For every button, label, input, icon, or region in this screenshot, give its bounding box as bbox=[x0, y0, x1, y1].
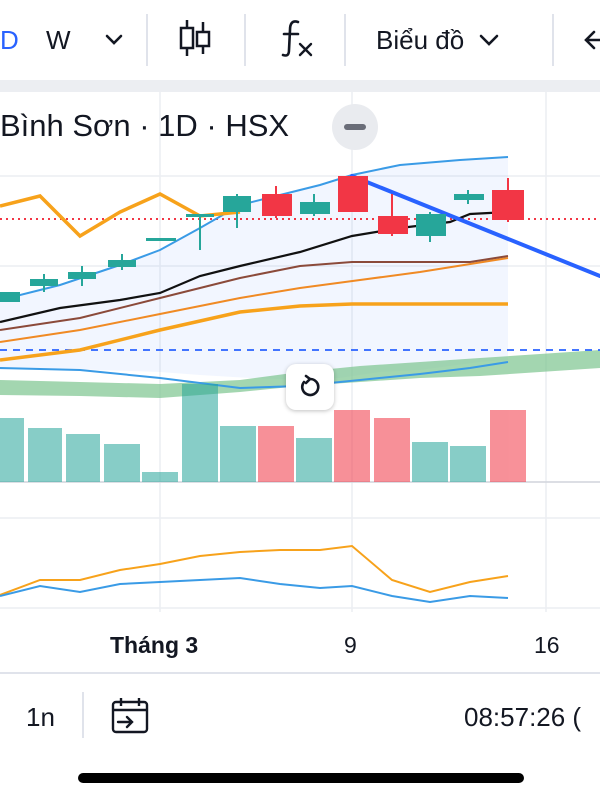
volume-bar bbox=[296, 438, 332, 482]
volume-bar bbox=[0, 418, 24, 482]
candle bbox=[68, 272, 96, 279]
volume-bar bbox=[490, 410, 526, 482]
calendar-goto-icon bbox=[111, 698, 149, 734]
candle bbox=[300, 202, 330, 214]
clock-time: 08:57:26 ( bbox=[464, 702, 582, 732]
indicators-icon bbox=[281, 20, 313, 57]
toolbar-divider bbox=[552, 14, 554, 66]
volume-bar bbox=[28, 428, 62, 482]
toolbar-divider bbox=[244, 14, 246, 66]
indicators-button[interactable] bbox=[280, 18, 316, 58]
candle bbox=[492, 190, 524, 220]
candle bbox=[223, 196, 251, 212]
candle bbox=[108, 260, 136, 267]
chart-menu-button[interactable]: Biểu đồ bbox=[376, 20, 500, 60]
xaxis-label: Tháng 3 bbox=[110, 632, 199, 658]
candle bbox=[30, 279, 58, 286]
price-chart[interactable] bbox=[0, 92, 600, 672]
volume-bar bbox=[104, 444, 140, 482]
back-button[interactable] bbox=[582, 20, 600, 60]
candle bbox=[378, 216, 408, 234]
interval-button-day[interactable]: D bbox=[0, 24, 19, 55]
volume-bars bbox=[0, 384, 526, 482]
candle bbox=[454, 194, 484, 200]
xaxis-label: 9 bbox=[344, 632, 357, 658]
toolbar-divider bbox=[344, 14, 346, 66]
volume-bar bbox=[334, 410, 370, 482]
toolbar-divider bbox=[146, 14, 148, 66]
symbol-title: Bình Sơn · 1D · HSX bbox=[0, 108, 290, 143]
volume-bar bbox=[220, 426, 256, 482]
candles bbox=[0, 176, 524, 302]
chart-menu-label: Biểu đồ bbox=[376, 24, 465, 55]
chevron-down-icon bbox=[479, 34, 499, 46]
home-indicator bbox=[78, 773, 524, 783]
reset-icon bbox=[300, 374, 320, 397]
reset-chart-button[interactable] bbox=[286, 364, 334, 410]
top-toolbar: D W Biểu đồ bbox=[0, 0, 600, 82]
bottom-bar: 1n 08:57:26 ( bbox=[0, 672, 600, 802]
volume-bar bbox=[66, 434, 100, 482]
back-icon bbox=[584, 30, 600, 50]
date-range-button[interactable] bbox=[110, 696, 150, 739]
candle bbox=[146, 238, 176, 241]
volume-bar bbox=[142, 472, 178, 482]
interval-dropdown[interactable] bbox=[104, 20, 124, 60]
bottom-divider bbox=[82, 692, 84, 738]
volume-bar bbox=[412, 442, 448, 482]
candle bbox=[416, 214, 446, 236]
toolbar-separator bbox=[0, 80, 600, 92]
volume-bar bbox=[374, 418, 410, 482]
volume-bar bbox=[258, 426, 294, 482]
interval-button-week[interactable]: W bbox=[46, 24, 71, 55]
candles-icon bbox=[179, 20, 211, 56]
candle bbox=[186, 214, 214, 217]
volume-bar bbox=[182, 384, 218, 482]
xaxis-label: 16 bbox=[534, 632, 560, 658]
collapse-legend-button[interactable] bbox=[332, 104, 378, 150]
volume-bar bbox=[450, 446, 486, 482]
range-button[interactable]: 1n bbox=[26, 702, 55, 732]
chevron-down-icon bbox=[105, 34, 123, 45]
candle bbox=[0, 292, 20, 302]
candle bbox=[338, 176, 368, 212]
chart-type-button[interactable] bbox=[178, 18, 212, 58]
candle bbox=[262, 194, 292, 216]
